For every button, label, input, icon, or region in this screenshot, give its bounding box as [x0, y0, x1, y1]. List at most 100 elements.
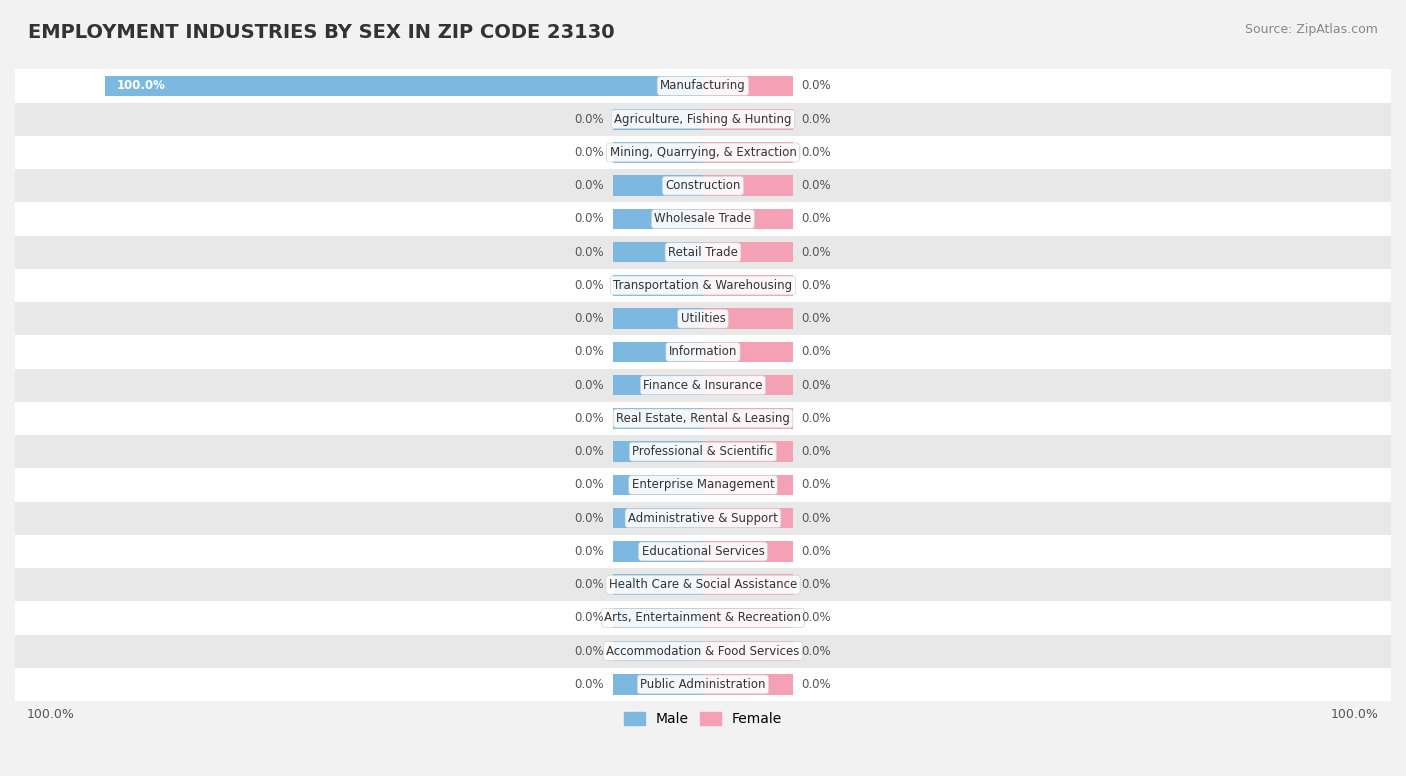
Text: Administrative & Support: Administrative & Support	[628, 511, 778, 525]
Text: 0.0%: 0.0%	[575, 412, 605, 425]
Text: 0.0%: 0.0%	[575, 213, 605, 226]
Bar	[15, 369, 1391, 402]
Bar	[15, 69, 1391, 102]
Text: 100.0%: 100.0%	[1331, 708, 1379, 721]
Text: Construction: Construction	[665, 179, 741, 192]
Text: 0.0%: 0.0%	[801, 113, 831, 126]
Text: 0.0%: 0.0%	[801, 79, 831, 92]
Bar	[613, 442, 703, 462]
Bar	[703, 209, 793, 229]
Text: 0.0%: 0.0%	[575, 511, 605, 525]
Text: 0.0%: 0.0%	[575, 379, 605, 392]
Text: Retail Trade: Retail Trade	[668, 246, 738, 258]
Bar	[613, 109, 703, 130]
Text: Public Administration: Public Administration	[640, 678, 766, 691]
Text: 0.0%: 0.0%	[801, 645, 831, 658]
Text: Manufacturing: Manufacturing	[661, 79, 745, 92]
Bar	[613, 674, 703, 695]
Text: Transportation & Warehousing: Transportation & Warehousing	[613, 279, 793, 292]
Text: 0.0%: 0.0%	[801, 213, 831, 226]
Text: Arts, Entertainment & Recreation: Arts, Entertainment & Recreation	[605, 611, 801, 625]
Bar	[15, 402, 1391, 435]
Text: 0.0%: 0.0%	[575, 312, 605, 325]
Bar	[703, 308, 793, 329]
Bar	[703, 408, 793, 429]
Text: Wholesale Trade: Wholesale Trade	[654, 213, 752, 226]
Bar	[703, 109, 793, 130]
Text: Enterprise Management: Enterprise Management	[631, 479, 775, 491]
Bar	[613, 475, 703, 495]
Text: 0.0%: 0.0%	[801, 479, 831, 491]
Text: 0.0%: 0.0%	[801, 279, 831, 292]
Bar	[613, 508, 703, 528]
Text: 0.0%: 0.0%	[801, 379, 831, 392]
Text: Agriculture, Fishing & Hunting: Agriculture, Fishing & Hunting	[614, 113, 792, 126]
Bar	[703, 641, 793, 661]
Bar	[703, 475, 793, 495]
Text: 0.0%: 0.0%	[575, 179, 605, 192]
Bar	[15, 601, 1391, 635]
Text: EMPLOYMENT INDUSTRIES BY SEX IN ZIP CODE 23130: EMPLOYMENT INDUSTRIES BY SEX IN ZIP CODE…	[28, 23, 614, 42]
Text: 0.0%: 0.0%	[801, 578, 831, 591]
Text: 0.0%: 0.0%	[575, 246, 605, 258]
Bar	[703, 242, 793, 262]
Text: 0.0%: 0.0%	[801, 179, 831, 192]
Text: Finance & Insurance: Finance & Insurance	[644, 379, 762, 392]
Bar	[703, 275, 793, 296]
Bar	[703, 175, 793, 196]
Bar	[613, 574, 703, 595]
Bar	[15, 535, 1391, 568]
Bar	[703, 574, 793, 595]
Bar	[703, 508, 793, 528]
Bar	[15, 435, 1391, 468]
Bar	[613, 142, 703, 163]
Text: Information: Information	[669, 345, 737, 359]
Bar	[15, 169, 1391, 203]
Text: 0.0%: 0.0%	[575, 678, 605, 691]
Text: 0.0%: 0.0%	[801, 345, 831, 359]
Bar	[15, 268, 1391, 302]
Bar	[703, 608, 793, 629]
Bar	[613, 641, 703, 661]
Bar	[613, 275, 703, 296]
Text: Mining, Quarrying, & Extraction: Mining, Quarrying, & Extraction	[610, 146, 796, 159]
Bar	[613, 209, 703, 229]
Bar	[15, 468, 1391, 501]
Bar	[613, 341, 703, 362]
Text: 0.0%: 0.0%	[801, 146, 831, 159]
Text: Utilities: Utilities	[681, 312, 725, 325]
Text: 100.0%: 100.0%	[117, 79, 166, 92]
Bar	[703, 142, 793, 163]
Bar	[15, 203, 1391, 236]
Text: Source: ZipAtlas.com: Source: ZipAtlas.com	[1244, 23, 1378, 36]
Bar	[703, 375, 793, 396]
Bar	[15, 102, 1391, 136]
Bar	[703, 674, 793, 695]
Bar	[15, 236, 1391, 268]
Text: 0.0%: 0.0%	[575, 611, 605, 625]
Text: Real Estate, Rental & Leasing: Real Estate, Rental & Leasing	[616, 412, 790, 425]
Text: 0.0%: 0.0%	[575, 479, 605, 491]
Text: 0.0%: 0.0%	[801, 511, 831, 525]
Text: 0.0%: 0.0%	[801, 445, 831, 458]
Text: 0.0%: 0.0%	[575, 279, 605, 292]
Bar	[15, 501, 1391, 535]
Text: 0.0%: 0.0%	[575, 345, 605, 359]
Bar	[703, 341, 793, 362]
Text: 0.0%: 0.0%	[801, 678, 831, 691]
Bar	[15, 136, 1391, 169]
Bar	[613, 375, 703, 396]
Text: 0.0%: 0.0%	[575, 146, 605, 159]
Bar	[613, 242, 703, 262]
Text: 0.0%: 0.0%	[801, 545, 831, 558]
Bar	[613, 308, 703, 329]
Text: Health Care & Social Assistance: Health Care & Social Assistance	[609, 578, 797, 591]
Legend: Male, Female: Male, Female	[619, 707, 787, 732]
Text: 0.0%: 0.0%	[575, 578, 605, 591]
Text: 100.0%: 100.0%	[27, 708, 75, 721]
Text: 0.0%: 0.0%	[801, 312, 831, 325]
Text: Accommodation & Food Services: Accommodation & Food Services	[606, 645, 800, 658]
Text: 0.0%: 0.0%	[575, 645, 605, 658]
Bar	[15, 302, 1391, 335]
Text: 0.0%: 0.0%	[801, 246, 831, 258]
